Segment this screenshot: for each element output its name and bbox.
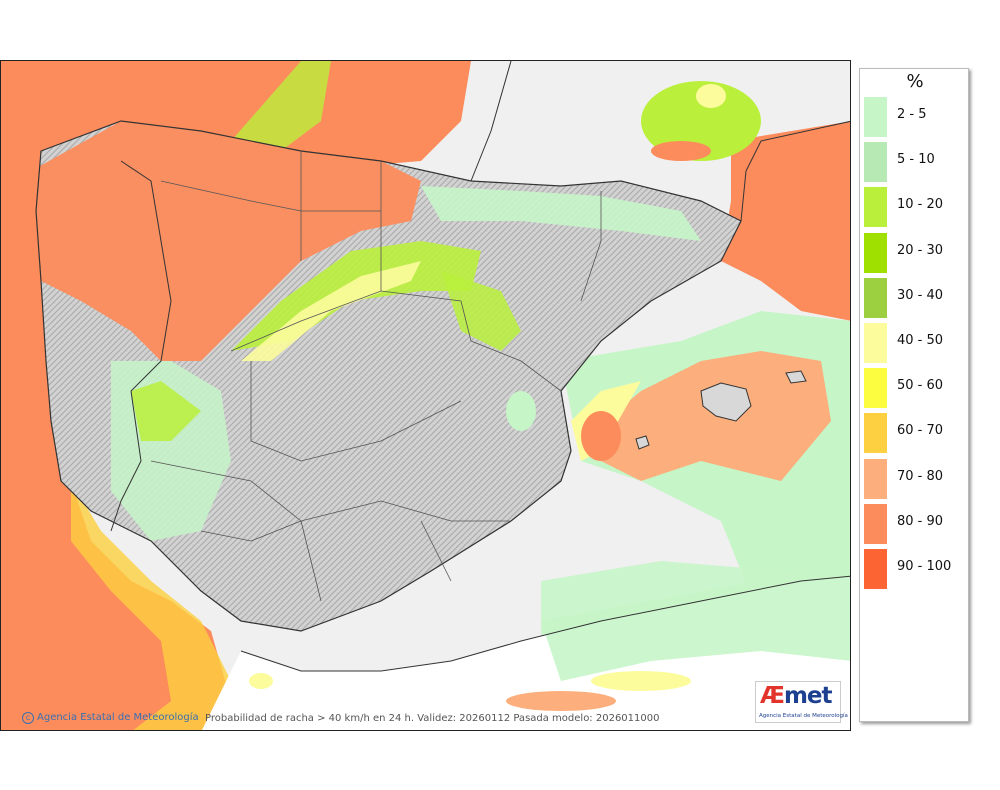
aemet-logo-subtitle: Agencia Estatal de Meteorología	[759, 713, 848, 719]
west-lime	[131, 381, 201, 441]
legend-swatch	[864, 368, 887, 409]
legend-label: 5 - 10	[897, 152, 935, 168]
iberia-coastline	[35, 120, 742, 632]
legend-swatch	[864, 458, 887, 499]
legend-swatch	[864, 413, 887, 454]
atlantic-yellow-band	[71, 481, 231, 730]
legend-item: 90 - 100	[864, 545, 968, 589]
legend-label: 80 - 90	[897, 513, 944, 529]
legend-item: 60 - 70	[864, 409, 968, 454]
legend-label: 70 - 80	[897, 468, 944, 484]
africa-yellow	[591, 671, 691, 691]
africa-green	[541, 576, 850, 681]
gulf-lion-zone	[721, 121, 850, 321]
legend-item: 70 - 80	[864, 455, 968, 499]
mallorca-outline	[700, 382, 752, 422]
legend-item: 10 - 20	[864, 183, 968, 228]
legend-item: 50 - 60	[864, 364, 968, 409]
probability-map	[0, 60, 851, 731]
legend-swatch	[864, 323, 887, 363]
legend-panel: % 2 - 5 5 - 10 10 - 20 20 - 30 30 - 40 40 - 5…	[859, 68, 969, 722]
valencia-green	[506, 391, 536, 431]
africa-west-yellow	[249, 673, 273, 689]
copyright-icon: c	[22, 712, 34, 724]
map-caption: Probabilidad de racha > 40 km/h en 24 h.…	[205, 713, 660, 724]
legend-swatch	[864, 503, 887, 544]
legend-swatch	[864, 142, 887, 183]
legend-label: 10 - 20	[897, 197, 944, 213]
menorca-outline	[785, 370, 807, 384]
cantabrian-yellow	[241, 261, 421, 361]
agency-credit: c Agencia Estatal de Meteorología	[22, 712, 199, 724]
legend-swatch	[864, 549, 887, 589]
legend-item: 40 - 50	[864, 319, 968, 363]
legend-item: 30 - 40	[864, 274, 968, 318]
aemet-logo: Æmet Agencia Estatal de Meteorología	[755, 681, 848, 723]
legend-title: %	[906, 71, 924, 92]
mallorca-high	[581, 411, 621, 461]
ibiza-outline	[635, 435, 650, 450]
ebro-green	[441, 271, 521, 351]
africa-coastline	[240, 575, 850, 672]
france-coastline	[470, 61, 850, 222]
legend-swatch	[864, 232, 887, 273]
pyrenees-green	[421, 186, 701, 241]
regional-borders	[150, 151, 602, 602]
legend-swatch	[864, 187, 887, 228]
legend-swatch	[864, 97, 887, 137]
balearic-high	[581, 351, 831, 481]
france-orange-blob	[651, 141, 711, 161]
north-high-land	[31, 121, 421, 361]
agency-credit-text: Agencia Estatal de Meteorología	[37, 712, 199, 723]
legend-label: 2 - 5	[897, 107, 927, 122]
legend-label: 20 - 30	[897, 242, 944, 258]
legend-item: 20 - 30	[864, 229, 968, 273]
aemet-logo-word: Æmet	[760, 683, 833, 709]
france-yellow-blob	[696, 84, 726, 108]
legend-label: 30 - 40	[897, 287, 944, 303]
legend-label: 60 - 70	[897, 423, 944, 439]
france-green-blob	[641, 81, 761, 161]
legend-item: 80 - 90	[864, 500, 968, 544]
map-canvas	[1, 61, 850, 730]
legend-item: 2 - 5	[864, 93, 968, 137]
legend-label: 90 - 100	[897, 559, 952, 574]
legend-label: 40 - 50	[897, 333, 944, 348]
africa-orange	[506, 691, 616, 711]
legend-label: 50 - 60	[897, 378, 944, 394]
legend-swatch	[864, 277, 887, 318]
legend-item: 5 - 10	[864, 138, 968, 183]
portugal-border	[110, 160, 172, 532]
bay-biscay-green	[231, 61, 331, 151]
